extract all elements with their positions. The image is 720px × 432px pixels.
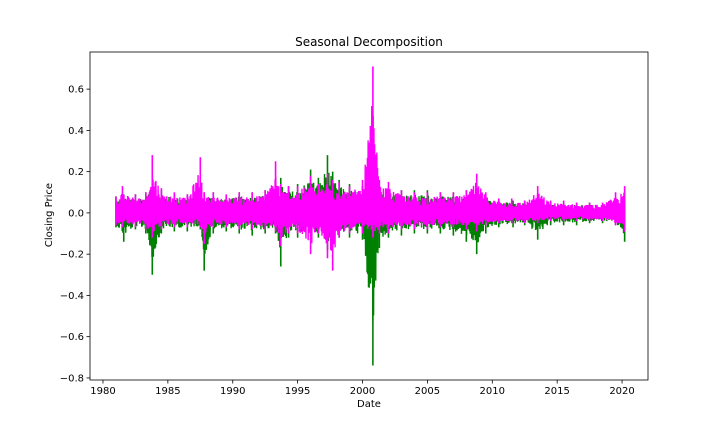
y-tick-label: 0.6 bbox=[68, 85, 84, 96]
x-tick-label: 2005 bbox=[415, 386, 440, 397]
x-tick-label: 1985 bbox=[155, 386, 180, 397]
y-tick-label: −0.2 bbox=[60, 250, 84, 261]
x-tick-label: 2010 bbox=[480, 386, 505, 397]
x-tick-label: 2020 bbox=[609, 386, 634, 397]
y-tick-label: 0.0 bbox=[68, 208, 84, 219]
x-tick-label: 2015 bbox=[544, 386, 569, 397]
x-tick-label: 1980 bbox=[90, 386, 115, 397]
x-tick-label: 1990 bbox=[220, 386, 245, 397]
x-tick-label: 1995 bbox=[285, 386, 310, 397]
y-tick-label: 0.2 bbox=[68, 167, 84, 178]
axes: 1980 1985 1990 1995 2000 2005 2010 2015 2020 0.6 0… bbox=[60, 51, 649, 397]
y-tick-label: −0.4 bbox=[60, 291, 84, 302]
y-tick-label: 0.4 bbox=[68, 126, 84, 137]
series-1-group bbox=[115, 66, 626, 271]
x-axis-label: Date bbox=[357, 399, 381, 410]
plot-area bbox=[115, 66, 626, 366]
chart-title: Seasonal Decomposition bbox=[295, 35, 443, 49]
axes-frame bbox=[89, 51, 649, 381]
y-tick-label: −0.6 bbox=[60, 332, 84, 343]
y-tick-label: −0.8 bbox=[60, 373, 84, 384]
x-tick-label: 2000 bbox=[350, 386, 375, 397]
y-axis-label: Closing Price bbox=[44, 183, 55, 247]
